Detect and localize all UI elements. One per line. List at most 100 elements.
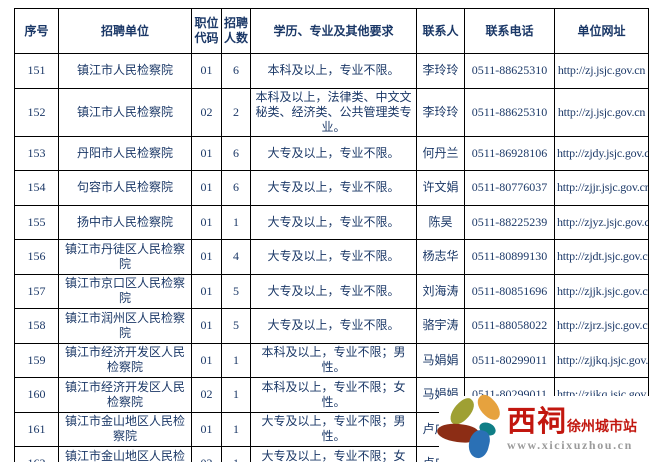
logo-url: www.xicixuzhou.cn <box>507 437 633 452</box>
cell-count: 6 <box>221 135 251 171</box>
cell-phone: 0511-88225239 <box>464 204 555 240</box>
cell-unit: 镇江市经济开发区人民检察院 <box>58 342 192 378</box>
cell-seq: 153 <box>14 135 59 171</box>
cell-phone: 0511-88058022 <box>464 308 555 344</box>
cell-unit: 镇江市丹徒区人民检察院 <box>58 239 192 275</box>
cell-contact: 骆宇涛 <box>416 308 465 344</box>
logo-brand: 西祠 <box>507 405 568 438</box>
table-row: 151 镇江市人民检察院 01 6 本科及以上，专业不限。 李玲玲 0511-8… <box>14 53 649 89</box>
cell-contact: 许文娟 <box>416 170 465 206</box>
cell-count: 5 <box>221 308 251 344</box>
cell-seq: 159 <box>14 342 59 378</box>
cell-requirements: 大专及以上，专业不限；女性。 <box>250 446 417 462</box>
table-row: 153 丹阳市人民检察院 01 6 大专及以上，专业不限。 何丹兰 0511-8… <box>14 135 649 171</box>
cell-url: http://zj.jsjc.gov.cn <box>554 53 649 89</box>
cell-requirements: 大专及以上，专业不限；男性。 <box>250 411 417 447</box>
cell-url: http://zjrz.jsjc.gov.cn/ <box>554 308 649 344</box>
cell-seq: 158 <box>14 308 59 344</box>
cell-seq: 162 <box>14 446 59 462</box>
cell-code: 02 <box>191 446 222 462</box>
cell-code: 01 <box>191 170 222 206</box>
cell-unit: 镇江市经济开发区人民检察院 <box>58 377 192 413</box>
cell-count: 1 <box>221 377 251 413</box>
cell-url: http://zjjk.jsjc.gov.cn <box>554 273 649 309</box>
table-row: 152 镇江市人民检察院 02 2 本科及以上，法律类、中文文秘类、经济类、公共… <box>14 87 649 137</box>
cell-phone: 0511-80851696 <box>464 273 555 309</box>
header-requirements: 学历、专业及其他要求 <box>250 8 417 54</box>
cell-seq: 154 <box>14 170 59 206</box>
cell-url: http://zjjr.jsjc.gov.cn <box>554 170 649 206</box>
recruitment-table: 序号 招聘单位 职位代码 招聘人数 学历、专业及其他要求 联系人 联系电话 单位… <box>14 8 649 462</box>
cell-requirements: 本科及以上，专业不限。 <box>250 53 417 89</box>
cell-code: 02 <box>191 87 222 137</box>
watermark-logo: 西祠 徐州城市站 www.xicixuzhou.cn <box>436 391 653 462</box>
header-unit: 招聘单位 <box>58 8 192 54</box>
cell-phone: 0511-80299011 <box>464 342 555 378</box>
cell-unit: 丹阳市人民检察院 <box>58 135 192 171</box>
cell-unit: 句容市人民检察院 <box>58 170 192 206</box>
cell-url: http://zjyz.jsjc.gov.cn/ <box>554 204 649 240</box>
cell-phone: 0511-80899130 <box>464 239 555 275</box>
cell-contact: 刘海涛 <box>416 273 465 309</box>
header-count: 招聘人数 <box>221 8 251 54</box>
cell-unit: 镇江市金山地区人民检察院 <box>58 411 192 447</box>
cell-code: 01 <box>191 204 222 240</box>
cell-code: 01 <box>191 342 222 378</box>
cell-code: 01 <box>191 308 222 344</box>
cell-contact: 陈昊 <box>416 204 465 240</box>
table-row: 159 镇江市经济开发区人民检察院 01 1 本科及以上，专业不限；男性。 马娟… <box>14 342 649 378</box>
cell-count: 1 <box>221 446 251 462</box>
cell-url: http://zjdy.jsjc.gov.cn <box>554 135 649 171</box>
cell-seq: 161 <box>14 411 59 447</box>
cell-seq: 157 <box>14 273 59 309</box>
cell-contact: 李玲玲 <box>416 87 465 137</box>
cell-requirements: 大专及以上，专业不限。 <box>250 135 417 171</box>
cell-count: 6 <box>221 170 251 206</box>
cell-url: http://zjjkq.jsjc.gov.cn <box>554 342 649 378</box>
cell-code: 01 <box>191 273 222 309</box>
table-row: 156 镇江市丹徒区人民检察院 01 4 大专及以上，专业不限。 杨志华 051… <box>14 239 649 275</box>
cell-requirements: 本科及以上，法律类、中文文秘类、经济类、公共管理类专业。 <box>250 87 417 137</box>
cell-seq: 151 <box>14 53 59 89</box>
cell-phone: 0511-80776037 <box>464 170 555 206</box>
cell-count: 1 <box>221 204 251 240</box>
cell-contact: 马娟娟 <box>416 342 465 378</box>
flower-icon <box>436 391 511 461</box>
table-row: 158 镇江市润州区人民检察院 01 5 大专及以上，专业不限。 骆宇涛 051… <box>14 308 649 344</box>
cell-phone: 0511-88625310 <box>464 87 555 137</box>
cell-requirements: 大专及以上，专业不限。 <box>250 273 417 309</box>
cell-seq: 152 <box>14 87 59 137</box>
cell-contact: 何丹兰 <box>416 135 465 171</box>
cell-count: 1 <box>221 342 251 378</box>
header-contact: 联系人 <box>416 8 465 54</box>
cell-count: 5 <box>221 273 251 309</box>
cell-seq: 155 <box>14 204 59 240</box>
cell-unit: 扬中市人民检察院 <box>58 204 192 240</box>
cell-count: 4 <box>221 239 251 275</box>
header-url: 单位网址 <box>554 8 649 54</box>
cell-count: 2 <box>221 87 251 137</box>
header-code: 职位代码 <box>191 8 222 54</box>
cell-contact: 李玲玲 <box>416 53 465 89</box>
table-row: 155 扬中市人民检察院 01 1 大专及以上，专业不限。 陈昊 0511-88… <box>14 204 649 240</box>
cell-count: 1 <box>221 411 251 447</box>
cell-url: http://zjdt.jsjc.gov.cn <box>554 239 649 275</box>
cell-requirements: 大专及以上，专业不限。 <box>250 308 417 344</box>
cell-code: 01 <box>191 411 222 447</box>
logo-site-name: 徐州城市站 <box>567 419 638 435</box>
table-body: 151 镇江市人民检察院 01 6 本科及以上，专业不限。 李玲玲 0511-8… <box>14 53 649 462</box>
cell-unit: 镇江市人民检察院 <box>58 87 192 137</box>
logo-text: 西祠 徐州城市站 www.xicixuzhou.cn <box>507 405 653 452</box>
cell-phone: 0511-86928106 <box>464 135 555 171</box>
cell-seq: 160 <box>14 377 59 413</box>
cell-code: 01 <box>191 239 222 275</box>
header-phone: 联系电话 <box>464 8 555 54</box>
cell-requirements: 大专及以上，专业不限。 <box>250 239 417 275</box>
table-row: 157 镇江市京口区人民检察院 01 5 大专及以上，专业不限。 刘海涛 051… <box>14 273 649 309</box>
cell-code: 01 <box>191 53 222 89</box>
table-row: 154 句容市人民检察院 01 6 大专及以上，专业不限。 许文娟 0511-8… <box>14 170 649 206</box>
cell-code: 02 <box>191 377 222 413</box>
cell-requirements: 大专及以上，专业不限。 <box>250 204 417 240</box>
cell-seq: 156 <box>14 239 59 275</box>
